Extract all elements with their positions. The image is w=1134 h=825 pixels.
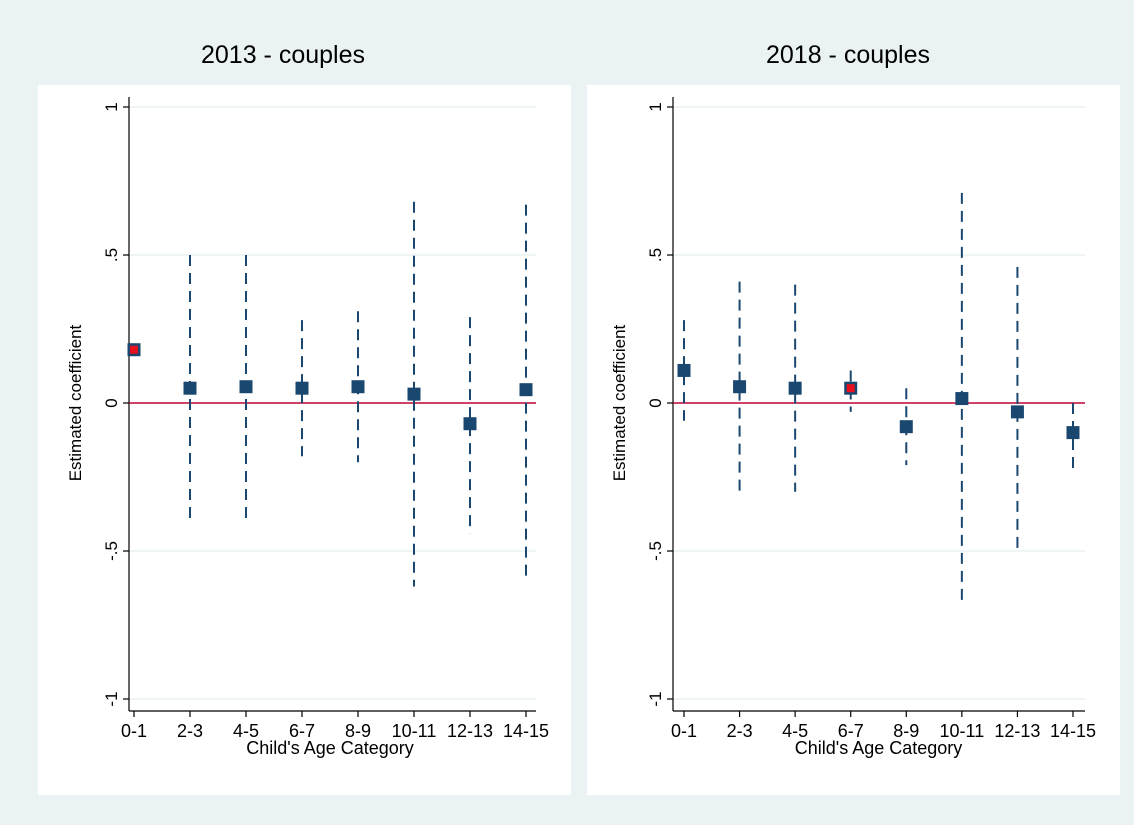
x-tick-label: 10-11 xyxy=(940,721,985,741)
x-tick-label: 4-5 xyxy=(782,721,808,741)
y-tick-label: .5 xyxy=(646,248,665,262)
y-tick-label: -.5 xyxy=(102,541,121,561)
estimate-marker xyxy=(677,363,691,377)
estimate-marker xyxy=(407,387,421,401)
x-tick-label: 0-1 xyxy=(671,721,697,741)
highlighted-estimate-marker xyxy=(846,384,855,393)
panel-2013: 2013 - couples -1 -.5 0 .5 1 Estimated coeffic… xyxy=(38,41,571,795)
y-tick-label: -1 xyxy=(102,691,121,706)
x-tick-label: 8-9 xyxy=(345,721,371,741)
y-tick-label: -.5 xyxy=(646,541,665,561)
chart-title: 2013 - couples xyxy=(201,41,365,69)
x-tick-label: 14-15 xyxy=(503,721,549,741)
x-tick-label: 12-13 xyxy=(447,721,493,741)
x-tick-label: 0-1 xyxy=(121,721,147,741)
estimate-marker xyxy=(788,381,802,395)
x-tick-label: 14-15 xyxy=(1050,721,1096,741)
x-tick-label: 10-11 xyxy=(392,721,437,741)
y-tick-label: 1 xyxy=(646,102,665,111)
x-tick-label: 6-7 xyxy=(289,721,315,741)
chart-title: 2018 - couples xyxy=(766,41,930,69)
panel-2018: 2018 - couples -1 -.5 0 .5 1 Estimated coeffic… xyxy=(587,41,1120,795)
x-axis-title: Child's Age Category xyxy=(795,738,963,758)
estimate-marker xyxy=(295,381,309,395)
estimate-marker xyxy=(519,383,533,397)
estimate-marker xyxy=(351,380,365,394)
y-tick-label: 0 xyxy=(646,398,665,407)
x-tick-label: 2-3 xyxy=(727,721,753,741)
estimate-marker xyxy=(955,392,969,406)
x-tick-label: 8-9 xyxy=(893,721,919,741)
estimate-marker xyxy=(1010,405,1024,419)
estimate-marker xyxy=(183,381,197,395)
estimate-marker xyxy=(463,417,477,431)
y-tick-label: -1 xyxy=(646,691,665,706)
plot-background xyxy=(587,85,1120,795)
y-tick-label: 0 xyxy=(102,398,121,407)
estimate-marker xyxy=(733,380,747,394)
x-axis-title: Child's Age Category xyxy=(246,738,414,758)
x-tick-label: 6-7 xyxy=(838,721,864,741)
y-axis-title: Estimated coefficient xyxy=(66,324,85,481)
x-tick-label: 2-3 xyxy=(177,721,203,741)
y-axis-title: Estimated coefficient xyxy=(610,324,629,481)
estimate-marker xyxy=(239,380,253,394)
y-tick-label: .5 xyxy=(102,248,121,262)
y-tick-label: 1 xyxy=(102,102,121,111)
estimate-marker xyxy=(1066,426,1080,440)
highlighted-estimate-marker xyxy=(130,345,138,354)
x-tick-label: 4-5 xyxy=(233,721,259,741)
plot-background xyxy=(38,85,571,795)
x-tick-label: 12-13 xyxy=(994,721,1040,741)
estimate-marker xyxy=(899,420,913,434)
